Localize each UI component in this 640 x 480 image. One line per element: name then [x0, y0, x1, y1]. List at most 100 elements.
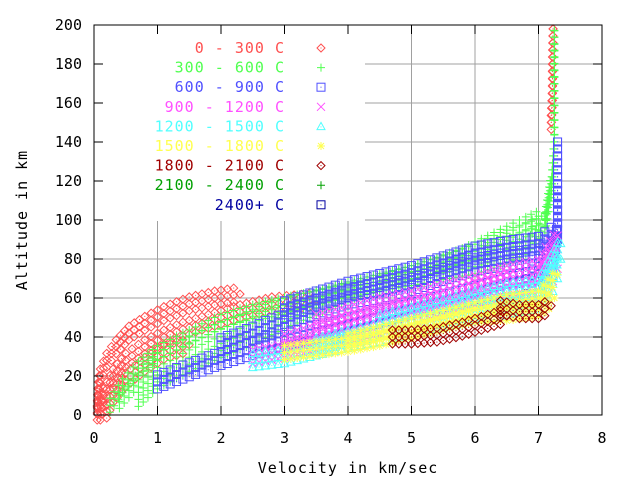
data-point-triangle: [316, 121, 326, 131]
data-point-plus: [115, 404, 124, 413]
x-tick-label: 0: [89, 429, 98, 447]
data-point-star: [528, 301, 537, 310]
data-point-diamond: [111, 342, 121, 352]
data-point-plus: [148, 361, 157, 370]
data-point-plus: [223, 308, 232, 317]
data-point-box: [172, 377, 182, 387]
data-point-star: [464, 314, 473, 323]
data-point-box: [197, 353, 207, 363]
data-point-box: [451, 247, 461, 257]
data-point-box: [445, 268, 455, 278]
data-point-diamond: [152, 305, 163, 315]
data-point-cross: [369, 308, 378, 318]
data-point-cross: [534, 255, 543, 265]
data-point-box: [292, 317, 302, 327]
data-point-box: [311, 300, 321, 310]
data-point-diamond: [514, 299, 525, 310]
data-point-plus: [129, 374, 138, 383]
x-tick-label: 4: [343, 429, 352, 447]
data-point-star: [477, 297, 486, 306]
data-point-box: [311, 286, 321, 296]
data-point-diamond: [93, 391, 104, 401]
data-point-diamond: [502, 311, 512, 321]
data-point-star: [401, 322, 410, 331]
data-point-star: [369, 330, 378, 339]
data-point-star: [509, 297, 518, 306]
data-point-box: [464, 262, 474, 272]
data-point-box: [343, 300, 353, 310]
data-point-box: [476, 266, 486, 276]
data-point-diamond: [178, 301, 188, 311]
data-point-box: [381, 293, 391, 303]
data-point-diamond: [495, 319, 506, 330]
data-point-plus: [527, 210, 536, 219]
data-point-diamond: [274, 291, 284, 301]
data-point-box: [445, 275, 455, 285]
data-point-cross: [470, 271, 480, 280]
data-point-box: [502, 242, 512, 252]
data-point-box: [222, 359, 232, 368]
data-point-box: [400, 269, 410, 279]
data-point-plus: [139, 391, 148, 400]
data-point-plus: [159, 352, 168, 361]
data-point-box: [553, 158, 563, 168]
data-point-plus: [159, 338, 168, 347]
data-point-star: [356, 326, 365, 335]
data-point-box: [413, 266, 423, 276]
data-point-box: [381, 274, 391, 284]
data-point-star: [534, 287, 543, 295]
data-point-diamond: [119, 325, 130, 336]
data-point-star: [451, 303, 460, 312]
data-point-diamond: [533, 313, 544, 324]
data-point-diamond: [127, 344, 137, 354]
data-point-box: [311, 293, 321, 303]
data-point-star: [464, 300, 473, 309]
data-point-star: [318, 350, 327, 359]
data-point-plus: [115, 397, 124, 406]
data-point-diamond: [146, 315, 156, 325]
y-tick-label: 40: [64, 328, 82, 346]
data-point-box: [508, 235, 518, 245]
x-tick-label: 2: [216, 429, 225, 447]
data-point-triangle: [279, 358, 290, 368]
data-point-box: [368, 270, 378, 280]
data-point-box: [540, 234, 550, 244]
data-point-box: [324, 282, 334, 292]
data-point-box: [553, 151, 563, 161]
data-point-diamond: [274, 298, 284, 308]
data-point-cross: [496, 270, 505, 279]
data-point-box: [172, 363, 182, 373]
data-point-plus: [129, 363, 138, 372]
data-point-box: [464, 243, 474, 253]
data-point-triangle: [247, 362, 258, 372]
data-point-star: [509, 290, 518, 299]
data-point-diamond: [508, 298, 518, 309]
data-point-diamond: [115, 344, 126, 354]
data-point-plus: [248, 312, 257, 321]
data-point-plus: [139, 364, 148, 373]
data-point-box: [470, 248, 480, 258]
data-point-box: [318, 298, 328, 308]
data-point-plus: [159, 345, 168, 354]
data-point-box: [400, 281, 410, 291]
data-point-box: [394, 264, 404, 274]
data-point-star: [445, 311, 454, 320]
data-point-cross: [299, 330, 308, 340]
data-point-box: [508, 242, 518, 252]
data-point-star: [548, 283, 557, 292]
data-point-box: [407, 261, 416, 271]
data-point-box: [553, 186, 563, 196]
data-point-cross: [537, 249, 547, 258]
data-point-box: [235, 340, 245, 350]
data-point-diamond: [146, 331, 156, 342]
data-point-box: [451, 254, 461, 264]
data-point-plus: [123, 368, 132, 377]
x-tick-label: 1: [153, 429, 162, 447]
data-point-star: [477, 311, 486, 320]
data-point-plus: [115, 390, 124, 399]
data-point-box: [426, 255, 436, 265]
data-point-diamond: [171, 320, 182, 330]
data-point-plus: [509, 226, 518, 235]
data-point-box: [387, 284, 397, 294]
data-point-plus: [255, 302, 264, 311]
